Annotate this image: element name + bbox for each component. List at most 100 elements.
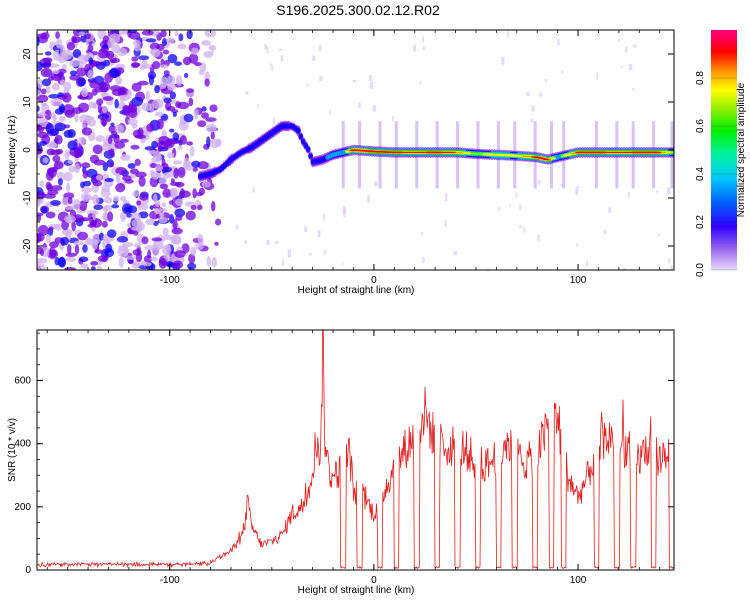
noise-blob [52, 155, 61, 163]
noise-blob [82, 244, 88, 253]
noise-blob [195, 242, 204, 251]
noise-blob [146, 123, 155, 132]
colorbar-tick-label: 0.4 [695, 167, 706, 181]
noise-blob [77, 231, 89, 241]
noise-speck [329, 110, 332, 115]
noise-blob [127, 108, 138, 119]
noise-blob [90, 261, 99, 266]
noise-blob [131, 226, 139, 231]
colorbar-label: Normalized spectral amplitude [736, 82, 747, 217]
noise-blob [134, 158, 141, 167]
noise-blob [82, 170, 89, 179]
noise-blob [131, 218, 143, 228]
noise-blob [85, 33, 92, 40]
noise-blob [188, 253, 196, 264]
noise-speck [655, 190, 659, 193]
noise-speck [212, 121, 215, 126]
noise-speck [271, 64, 274, 71]
noise-blob [78, 256, 89, 263]
noise-blob [186, 88, 195, 94]
noise-blob [101, 105, 108, 114]
noise-blob [204, 30, 216, 38]
noise-speck [317, 230, 321, 238]
noise-blob [190, 47, 199, 55]
noise-speck [392, 115, 394, 122]
noise-blob [85, 237, 92, 246]
noise-blob [201, 112, 210, 119]
noise-blob [133, 259, 145, 266]
noise-blob [78, 136, 87, 145]
noise-blob [67, 197, 73, 205]
noise-blob [154, 84, 161, 94]
noise-blob [37, 61, 43, 72]
noise-blob [121, 242, 134, 248]
noise-blob [62, 92, 72, 103]
noise-blob [37, 214, 42, 222]
noise-blob [166, 75, 176, 86]
noise-speck [269, 63, 272, 67]
noise-blob [158, 176, 167, 186]
x-tick-label: -100 [160, 275, 180, 286]
noise-blob [58, 115, 66, 122]
noise-blob [64, 109, 75, 118]
noise-blob [60, 236, 70, 246]
noise-blob [133, 39, 141, 47]
noise-blob [161, 202, 167, 207]
noise-blob [113, 195, 120, 202]
snr-ylabel: SNR (10 * v/v) [7, 418, 18, 482]
signal-ridge [197, 120, 674, 189]
noise-blob [197, 204, 203, 211]
noise-blob [204, 78, 210, 87]
y-tick-label: 200 [14, 502, 31, 513]
noise-blob [131, 62, 140, 69]
noise-blob [108, 125, 117, 133]
noise-speck [596, 72, 599, 81]
noise-blob [107, 136, 113, 145]
noise-blob [97, 255, 108, 262]
noise-speck [413, 45, 415, 51]
noise-speck [266, 46, 269, 54]
noise-blob [210, 131, 215, 140]
noise-blob [87, 44, 94, 52]
noise-blob [95, 60, 100, 66]
noise-blob [110, 122, 115, 127]
noise-blob [134, 242, 142, 248]
noise-blob [156, 118, 164, 130]
noise-blob [116, 236, 129, 243]
noise-blob [104, 72, 114, 83]
y-tick-label: 0 [25, 565, 31, 576]
noise-speck [264, 43, 267, 50]
noise-speck [421, 232, 423, 236]
noise-speck [668, 258, 671, 264]
noise-blob [174, 30, 179, 37]
noise-blob [201, 40, 212, 46]
noise-blob [183, 113, 194, 123]
noise-speck [287, 249, 292, 258]
noise-blob [172, 260, 184, 269]
noise-blob [159, 212, 165, 218]
noise-blob [160, 30, 167, 38]
noise-blob [37, 105, 40, 112]
noise-blob [190, 204, 197, 211]
noise-speck [257, 104, 259, 108]
noise-blob [161, 38, 168, 47]
noise-blob [201, 106, 207, 112]
noise-blob [114, 124, 125, 134]
noise-blob [88, 101, 97, 109]
noise-blob [50, 185, 63, 191]
noise-speck [486, 268, 490, 270]
noise-blob [197, 120, 207, 128]
noise-blob [151, 140, 158, 149]
noise-blob [119, 212, 127, 221]
noise-blob [107, 211, 114, 222]
noise-speck [560, 70, 563, 73]
noise-blob [177, 166, 186, 178]
noise-blob [41, 78, 52, 87]
noise-blob [58, 256, 66, 267]
noise-speck [539, 92, 543, 97]
noise-speck [546, 268, 549, 270]
noise-blob [81, 192, 91, 202]
noise-blob [130, 144, 140, 150]
